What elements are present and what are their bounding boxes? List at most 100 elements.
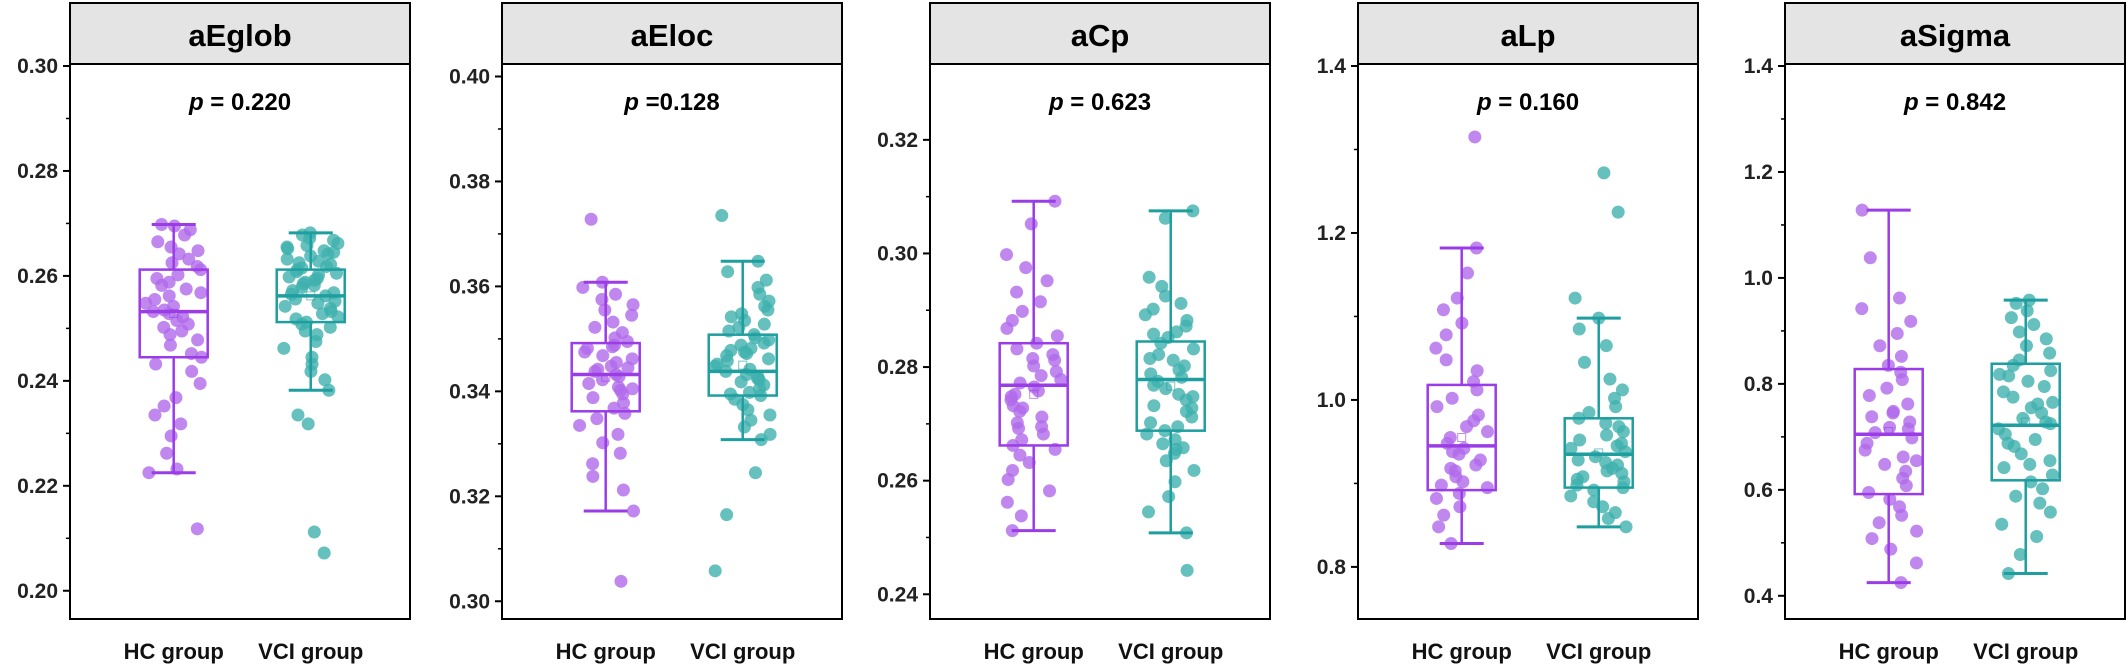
- data-point: [324, 257, 338, 271]
- data-point: [1901, 422, 1915, 436]
- series-VCI group: [1563, 166, 1634, 534]
- data-point: [280, 240, 294, 254]
- y-tick-label: 0.8: [1317, 556, 1347, 579]
- data-point: [2043, 346, 2057, 360]
- data-point: [191, 333, 205, 347]
- data-point: [615, 326, 629, 340]
- box-iqr: [570, 341, 641, 413]
- data-point: [1006, 463, 1020, 477]
- series-VCI group: [1135, 204, 1206, 577]
- data-point: [611, 380, 625, 394]
- p-value-label: p = 0.220: [188, 89, 291, 116]
- data-point: [596, 436, 610, 450]
- data-point: [162, 275, 176, 289]
- data-point: [614, 574, 628, 588]
- data-point: [596, 349, 610, 363]
- p-value-label: p = 0.623: [1048, 89, 1151, 116]
- data-point: [1170, 325, 1184, 339]
- data-point: [609, 355, 623, 369]
- x-category-label: HC group: [1839, 639, 1939, 664]
- y-tick-label: 0.30: [877, 242, 918, 265]
- box-iqr: [1426, 383, 1497, 492]
- data-point: [185, 364, 199, 378]
- data-point: [1443, 431, 1457, 445]
- y-tick-label: 0.28: [17, 160, 58, 183]
- data-point: [1445, 391, 1459, 405]
- data-point: [182, 252, 196, 266]
- data-point: [1471, 408, 1485, 422]
- x-category-label: VCI group: [1546, 639, 1651, 664]
- p-value: = 0.842: [1919, 89, 2006, 116]
- data-point: [715, 209, 729, 223]
- data-point: [2028, 433, 2042, 447]
- p-symbol: p: [188, 89, 204, 116]
- mean-marker: [1029, 389, 1039, 399]
- data-point: [1013, 376, 1027, 390]
- p-symbol: p: [1903, 89, 1919, 116]
- data-point: [1865, 410, 1879, 424]
- data-point: [1608, 506, 1622, 520]
- plot-frame: [1357, 63, 1699, 620]
- data-point: [2023, 457, 2037, 471]
- data-point: [738, 345, 752, 359]
- data-point: [1568, 291, 1582, 305]
- data-point: [317, 244, 331, 258]
- data-point: [1035, 420, 1049, 434]
- data-point: [1611, 458, 1625, 472]
- y-tick-label: 1.0: [1744, 267, 1773, 290]
- data-point: [606, 315, 620, 329]
- data-point: [277, 341, 291, 355]
- data-point: [1468, 130, 1482, 144]
- y-tick-label: 0.4: [1744, 585, 1774, 608]
- data-point: [1892, 291, 1906, 305]
- p-value-label: p = 0.842: [1903, 89, 2006, 116]
- data-point: [1437, 508, 1451, 522]
- data-point: [2046, 395, 2060, 409]
- data-point: [1457, 441, 1471, 455]
- data-point: [310, 272, 324, 286]
- data-point: [1180, 563, 1194, 577]
- data-point: [2009, 489, 2023, 503]
- data-point: [151, 235, 165, 249]
- data-point: [2030, 529, 2044, 543]
- data-point: [1035, 410, 1049, 424]
- p-value-label: p = 0.160: [1476, 89, 1579, 116]
- mean-marker: [1884, 427, 1894, 437]
- p-value: =0.128: [639, 89, 720, 116]
- data-point: [1439, 353, 1453, 367]
- data-point: [1597, 166, 1611, 180]
- data-point: [2043, 505, 2057, 519]
- data-point: [611, 427, 625, 441]
- data-point: [318, 373, 332, 387]
- data-point: [2045, 468, 2059, 482]
- data-point: [582, 376, 596, 390]
- series-HC group: [138, 217, 209, 536]
- data-point: [1886, 406, 1900, 420]
- y-tick-label: 1.4: [1744, 55, 1774, 78]
- chart-panel-aLp: aLp 0.8 1.0 1.2 1.4 p = 0.160 HC group VCI grou…: [1317, 2, 1699, 664]
- data-point: [751, 280, 765, 294]
- data-point: [278, 299, 292, 313]
- data-point: [586, 457, 600, 471]
- mean-marker: [2021, 417, 2031, 427]
- panel-title-box: [1357, 2, 1699, 65]
- data-point: [1997, 461, 2011, 475]
- y-tick-label: 0.26: [877, 470, 918, 493]
- mean-marker: [1594, 448, 1604, 458]
- data-point: [1013, 448, 1027, 462]
- data-point: [763, 408, 777, 422]
- data-point: [1169, 442, 1183, 456]
- data-point: [1880, 381, 1894, 395]
- p-value: = 0.623: [1064, 89, 1151, 116]
- data-point: [1582, 405, 1596, 419]
- data-point: [163, 338, 177, 352]
- data-point: [1901, 397, 1915, 411]
- data-point: [1156, 437, 1170, 451]
- data-point: [1046, 348, 1060, 362]
- data-point: [2044, 364, 2058, 378]
- y-tick-label: 0.28: [877, 356, 918, 379]
- y-tick-label: 0.8: [1744, 373, 1774, 396]
- data-point: [1162, 490, 1176, 504]
- data-point: [1890, 327, 1904, 341]
- data-point: [183, 223, 197, 237]
